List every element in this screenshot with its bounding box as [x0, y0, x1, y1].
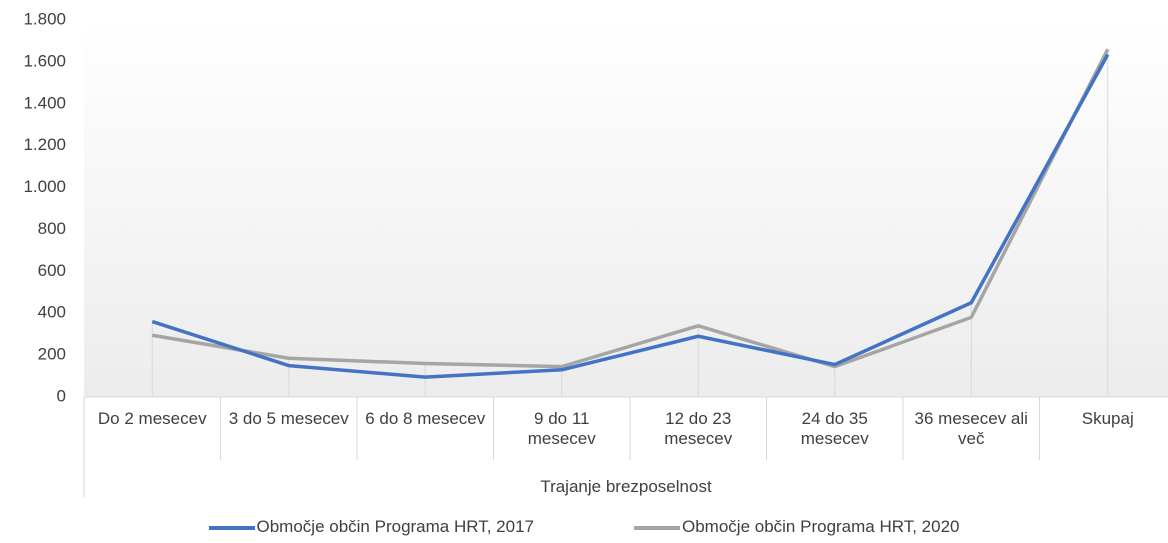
x-axis-title: Trajanje brezposelnost — [540, 477, 712, 496]
series-line — [151, 48, 1110, 369]
legend: Območje občin Programa HRT, 2017 Območje … — [0, 517, 1168, 537]
series-line — [151, 53, 1110, 379]
x-tick-label: 6 do 8 mesecev — [365, 409, 486, 428]
y-tick-label: 400 — [38, 303, 66, 322]
legend-label: Območje občin Programa HRT, 2017 — [256, 517, 535, 536]
x-tick-label: 9 do 11 mesecev — [527, 409, 596, 448]
y-tick-label: 1.400 — [23, 93, 66, 112]
y-tick-label: 1.200 — [23, 135, 66, 154]
y-tick-label: 800 — [38, 219, 66, 238]
plot-background — [84, 20, 1168, 397]
y-tick-label: 1.600 — [23, 51, 66, 70]
x-tick-label: 3 do 5 mesecev — [228, 409, 349, 428]
y-tick-label: 1.800 — [23, 9, 66, 28]
x-tick-label: Do 2 mesecev — [97, 409, 207, 428]
legend-swatch — [634, 525, 680, 530]
x-tick-label: Skupaj — [1081, 409, 1134, 428]
y-tick-label: 200 — [38, 345, 66, 364]
y-tick-label: 1.000 — [23, 177, 66, 196]
x-tick-label: 36 mesecev ali več — [914, 409, 1028, 448]
legend-item: Območje občin Programa HRT, 2017 — [208, 517, 535, 537]
x-tick-label: 24 do 35 mesecev — [800, 409, 869, 448]
y-tick-label: 0 — [57, 386, 66, 405]
y-tick-label: 600 — [38, 261, 66, 280]
x-tick-label: 12 do 23 mesecev — [664, 409, 733, 448]
legend-swatch — [208, 525, 255, 530]
legend-label: Območje občin Programa HRT, 2020 — [682, 517, 960, 536]
legend-item: Območje občin Programa HRT, 2020 — [634, 517, 960, 537]
